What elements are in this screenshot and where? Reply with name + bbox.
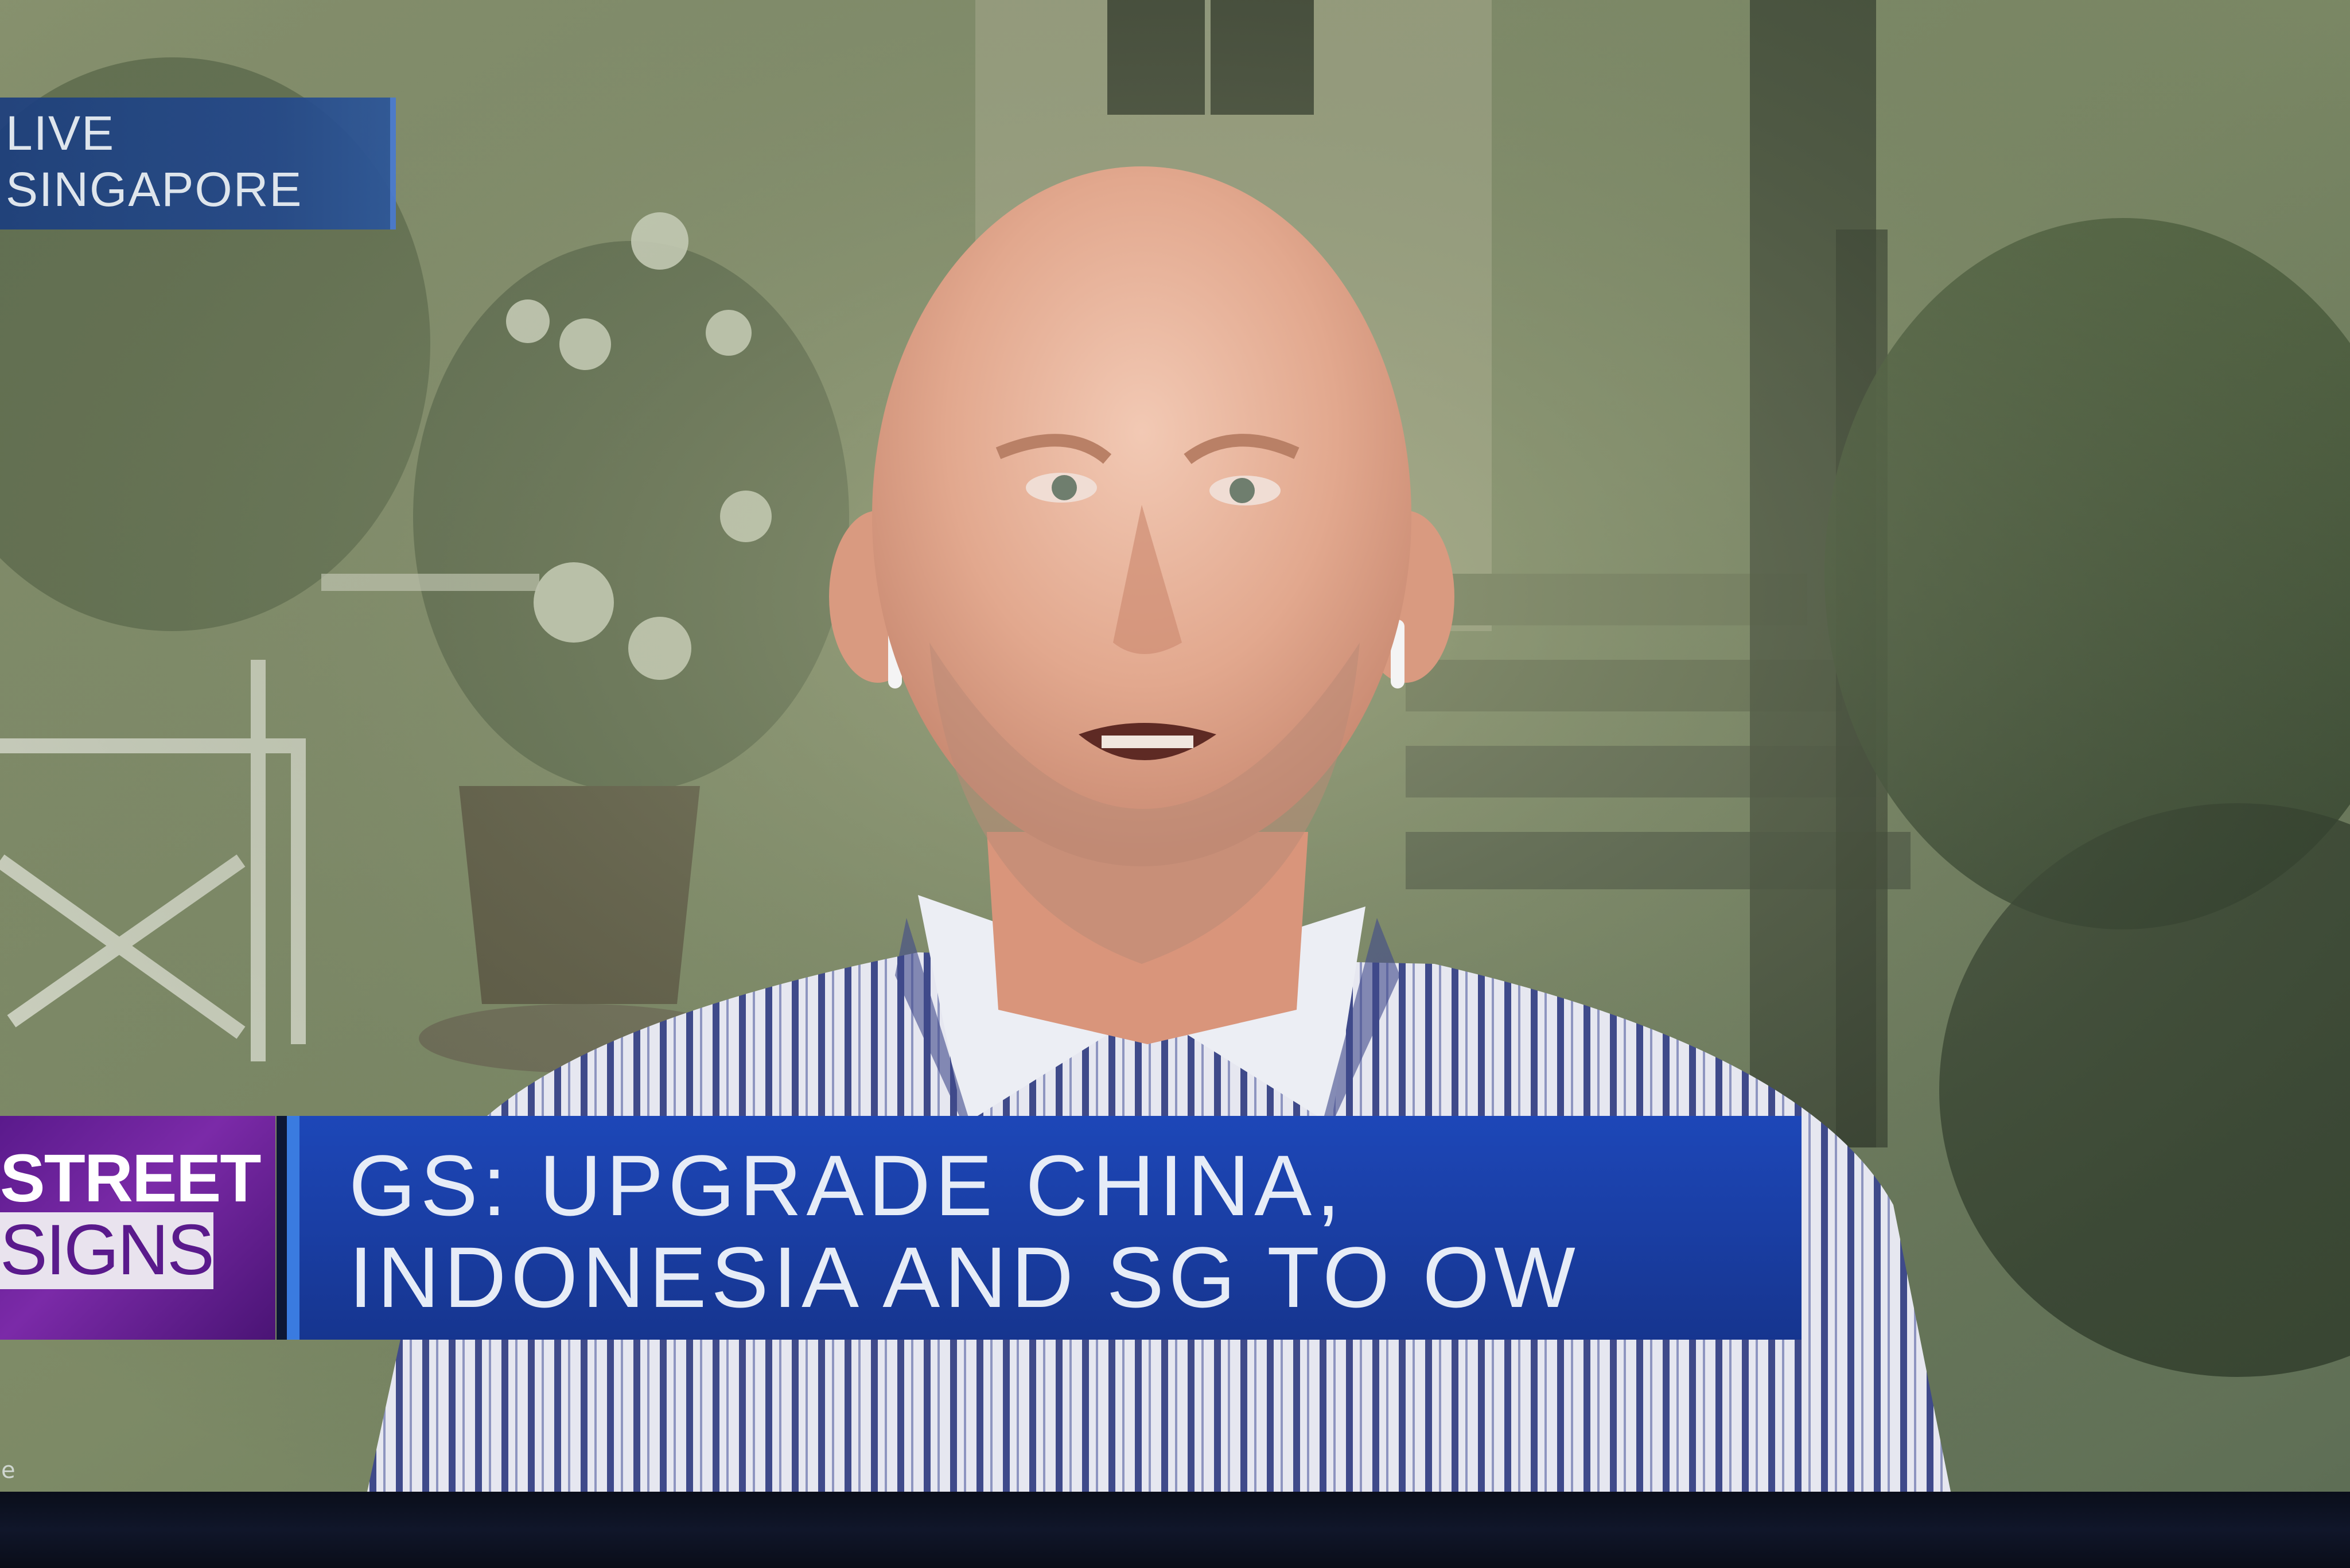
- interview-video-background: [0, 0, 2350, 1492]
- headline-line-1: GS: UPGRADE CHINA,: [349, 1137, 1345, 1234]
- letterbox-bar: [0, 1492, 2350, 1568]
- location-label: SINGAPORE: [6, 162, 303, 216]
- show-logo: STREET SIGNS: [0, 1116, 275, 1340]
- show-logo-signs-box: SIGNS: [0, 1211, 215, 1290]
- banner-divider: [277, 1116, 287, 1340]
- show-logo-signs: SIGNS: [0, 1211, 215, 1290]
- headline-line-2: INDONESIA AND SG TO OW: [349, 1229, 1580, 1325]
- live-location-bug: LIVE SINGAPORE: [0, 98, 396, 229]
- headline-banner: GS: UPGRADE CHINA, INDONESIA AND SG TO O…: [287, 1116, 1802, 1340]
- live-label: LIVE: [6, 106, 115, 160]
- show-logo-street: STREET: [0, 1141, 261, 1216]
- corner-mark: e: [1, 1457, 15, 1484]
